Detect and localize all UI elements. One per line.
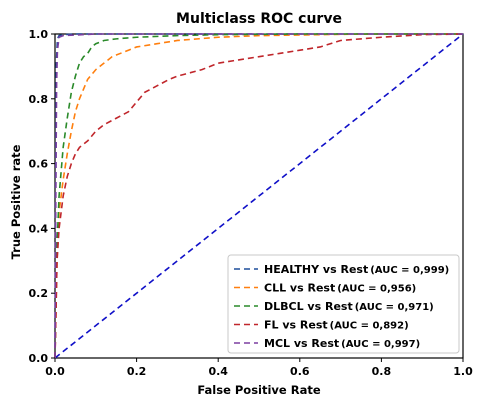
legend-auc-label: (AUC = 0,971) bbox=[355, 302, 434, 313]
legend-auc-label: (AUC = 0,956) bbox=[337, 284, 416, 295]
x-axis-label: False Positive Rate bbox=[197, 383, 320, 397]
y-tick-label: 0.8 bbox=[29, 93, 49, 106]
series-line-2 bbox=[54, 33, 463, 359]
legend-entry: DLBCL vs Rest (AUC = 0,971) bbox=[234, 300, 434, 313]
y-tick-label: 0.4 bbox=[29, 222, 49, 235]
chart-title: Multiclass ROC curve bbox=[176, 11, 342, 27]
reference-diagonal-line bbox=[54, 33, 464, 359]
legend-label: FL vs Rest bbox=[264, 319, 328, 332]
x-tick-label: 0.2 bbox=[127, 365, 147, 378]
legend: HEALTHY vs Rest (AUC = 0,999)CLL vs Rest(… bbox=[227, 254, 460, 354]
y-tick-label: 0.2 bbox=[29, 287, 49, 300]
legend-box bbox=[227, 254, 460, 354]
y-tick-label: 0.0 bbox=[29, 352, 49, 365]
y-tick-label: 0.6 bbox=[29, 158, 49, 171]
legend-entry: FL vs Rest (AUC = 0,892) bbox=[234, 319, 409, 332]
legend-label: HEALTHY vs Rest bbox=[264, 263, 368, 276]
legend-auc-label: (AUC = 0,999) bbox=[370, 265, 449, 276]
legend-label: CLL vs Rest bbox=[264, 282, 335, 295]
legend-entry: HEALTHY vs Rest (AUC = 0,999) bbox=[234, 263, 449, 276]
y-tick-label: 1.0 bbox=[29, 28, 49, 41]
series-line-0 bbox=[54, 33, 463, 359]
legend-auc-label: (AUC = 0,892) bbox=[330, 321, 409, 332]
axis-ticks: 0.0 0.2 0.4 0.6 0.8 1.0 0.0 0.2 0.4 0.6 0.8 1.0 bbox=[29, 28, 474, 378]
x-tick-label: 1.0 bbox=[453, 365, 473, 378]
legend-auc-label: (AUC = 0,997) bbox=[341, 339, 420, 350]
legend-label: DLBCL vs Rest bbox=[264, 300, 353, 313]
series-line-4 bbox=[54, 33, 463, 359]
series-line-1 bbox=[54, 33, 463, 359]
series-line-3 bbox=[54, 33, 464, 359]
legend-entry: CLL vs Rest (AUC = 0,956) bbox=[234, 282, 416, 295]
legend-label: MCL vs Rest bbox=[264, 337, 339, 350]
legend-entry: MCL vs Rest (AUC = 0,997) bbox=[234, 337, 420, 350]
x-tick-label: 0.6 bbox=[290, 365, 310, 378]
y-axis-label: True Positive rate bbox=[9, 144, 23, 259]
x-tick-label: 0.8 bbox=[372, 365, 392, 378]
x-tick-label: 0.4 bbox=[208, 365, 228, 378]
x-tick-label: 0.0 bbox=[45, 365, 65, 378]
